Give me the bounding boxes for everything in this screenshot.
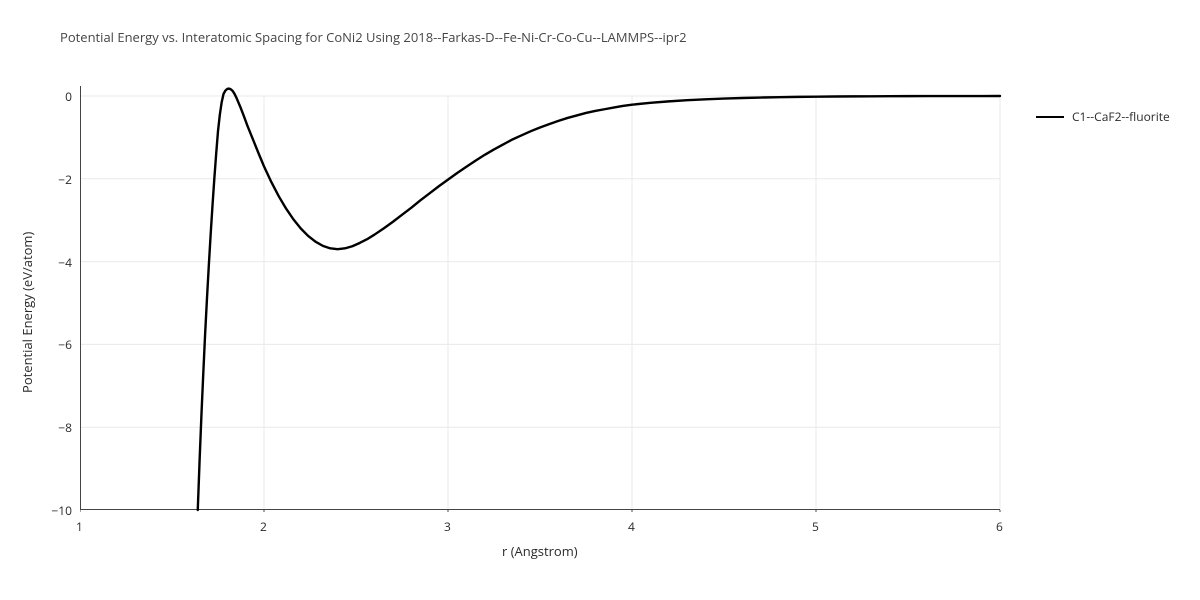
y-axis-label: Potential Energy (eV/atom) (18, 232, 36, 393)
legend[interactable]: C1--CaF2--fluorite (1036, 108, 1170, 125)
y-tick-label: −8 (58, 419, 72, 436)
x-tick-label: 4 (628, 518, 635, 535)
y-tick-label: 0 (65, 88, 72, 105)
x-tick-label: 1 (76, 518, 83, 535)
y-tick-label: −4 (58, 254, 72, 271)
legend-swatch (1036, 116, 1064, 118)
x-axis-label: r (Angstrom) (502, 542, 578, 560)
x-tick-label: 5 (812, 518, 819, 535)
chart-container: Potential Energy vs. Interatomic Spacing… (0, 0, 1200, 600)
y-tick-label: −10 (51, 502, 72, 519)
legend-label: C1--CaF2--fluorite (1072, 108, 1170, 125)
x-tick-label: 6 (996, 518, 1003, 535)
y-tick-label: −2 (58, 171, 72, 188)
y-tick-label: −6 (58, 336, 72, 353)
x-tick-label: 3 (444, 518, 451, 535)
chart-title: Potential Energy vs. Interatomic Spacing… (60, 28, 687, 46)
x-tick-label: 2 (260, 518, 267, 535)
plot-area[interactable] (80, 78, 1002, 512)
